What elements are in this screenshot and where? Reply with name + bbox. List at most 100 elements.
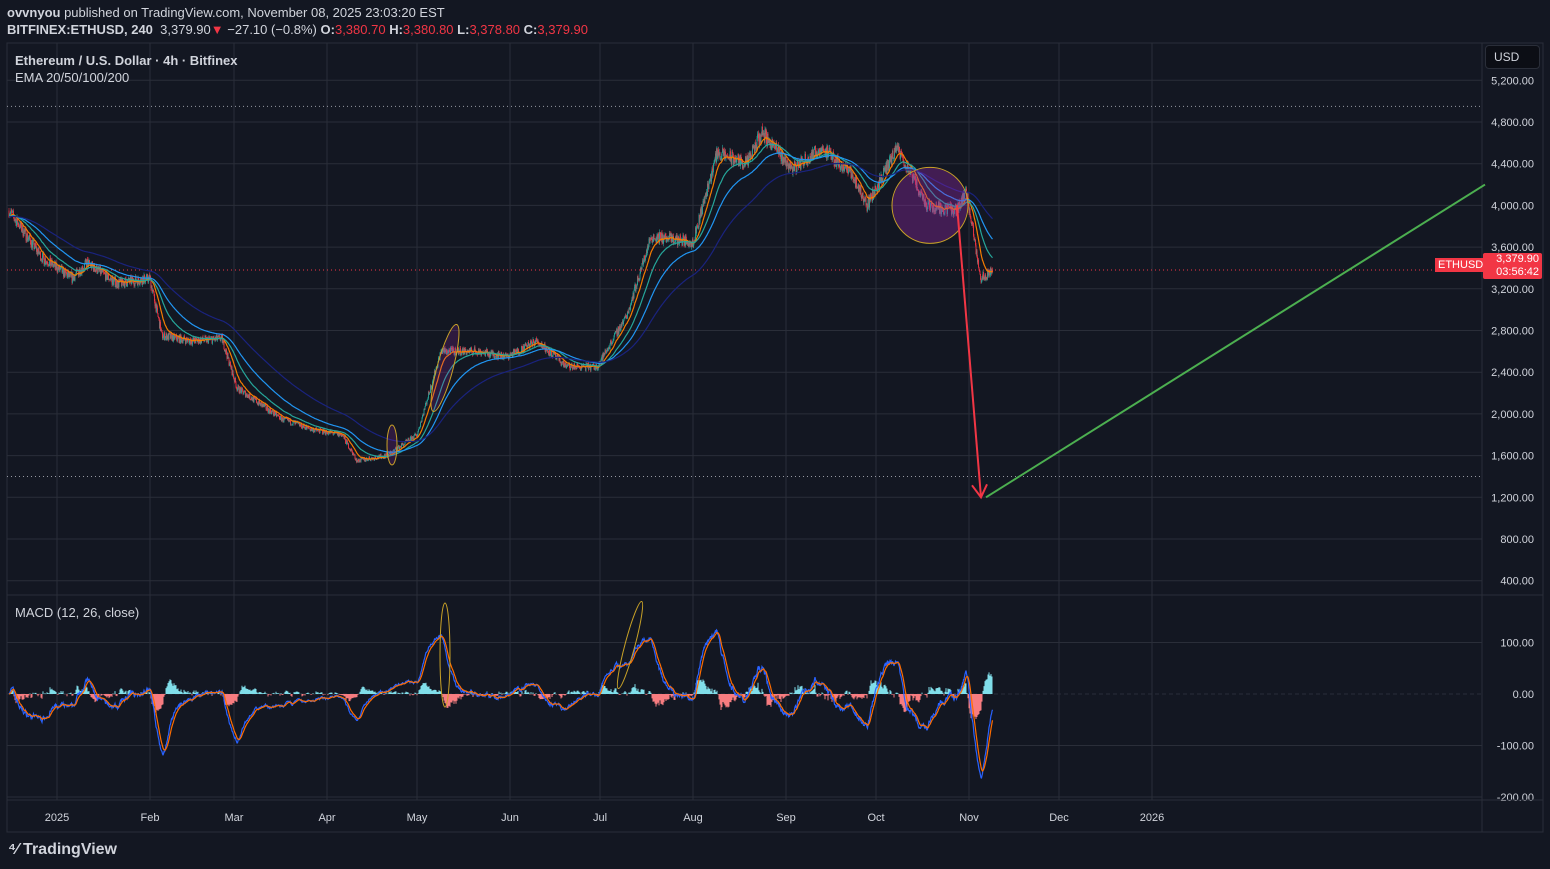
candle-body bbox=[14, 219, 15, 221]
candle-body bbox=[128, 278, 129, 280]
candle-body bbox=[661, 232, 663, 243]
candle-body bbox=[707, 183, 708, 196]
candle-body bbox=[752, 145, 753, 157]
candle-body bbox=[858, 184, 859, 192]
candle-body bbox=[196, 338, 197, 340]
candle-body bbox=[301, 422, 302, 429]
candle-body bbox=[897, 145, 898, 148]
candle-body bbox=[547, 350, 549, 353]
candle-body bbox=[813, 149, 815, 157]
candle-body bbox=[811, 152, 812, 157]
candle-body bbox=[562, 360, 564, 363]
candle-body bbox=[675, 237, 677, 240]
candle-body bbox=[963, 192, 964, 202]
candle-body bbox=[32, 240, 34, 242]
candle-body bbox=[427, 399, 428, 402]
candle-body bbox=[338, 432, 340, 437]
candle-body bbox=[702, 206, 703, 215]
candle-body bbox=[540, 343, 542, 346]
candle-body bbox=[302, 425, 304, 428]
candle-body bbox=[352, 452, 354, 456]
candle-body bbox=[721, 156, 722, 161]
candle-body bbox=[648, 238, 650, 247]
candle-body bbox=[310, 429, 311, 431]
candle-body bbox=[618, 329, 620, 334]
candle-body bbox=[737, 154, 739, 160]
candle-body bbox=[986, 279, 988, 280]
candle-body bbox=[298, 422, 300, 424]
candle-body bbox=[347, 441, 348, 444]
candle-body bbox=[981, 280, 982, 283]
candle-body bbox=[641, 263, 643, 270]
candle-body bbox=[63, 269, 65, 277]
candle-body bbox=[580, 367, 581, 371]
candle-body bbox=[853, 179, 855, 181]
candle-body bbox=[104, 273, 106, 274]
candle-body bbox=[450, 347, 452, 349]
candle-body bbox=[541, 342, 542, 346]
candle-body bbox=[150, 275, 151, 279]
candle-body bbox=[180, 335, 182, 338]
highlight-ellipse bbox=[386, 424, 398, 466]
candle-body bbox=[28, 238, 29, 240]
candle-body bbox=[717, 149, 719, 159]
candle-body bbox=[750, 153, 751, 159]
candle-body bbox=[611, 343, 613, 345]
candle-body bbox=[153, 290, 154, 292]
candle-body bbox=[521, 346, 523, 347]
candle-body bbox=[571, 364, 573, 368]
candle-body bbox=[163, 335, 164, 338]
macd-tick: 0.00 bbox=[1513, 689, 1534, 701]
candle-body bbox=[864, 198, 865, 201]
candle-body bbox=[172, 335, 173, 341]
candle-body bbox=[193, 337, 195, 341]
candle-body bbox=[388, 452, 390, 455]
candle-body bbox=[234, 377, 236, 382]
candle-body bbox=[241, 387, 243, 389]
candle-body bbox=[933, 205, 934, 207]
candle-body bbox=[423, 413, 424, 415]
candle-body bbox=[749, 153, 750, 154]
candle-body bbox=[264, 405, 265, 407]
candle-body bbox=[975, 244, 977, 255]
candle-body bbox=[554, 352, 556, 355]
candle-body bbox=[894, 148, 896, 153]
candle-body bbox=[80, 270, 82, 275]
candle-body bbox=[408, 438, 409, 439]
candle-body bbox=[788, 163, 790, 170]
candle-body bbox=[649, 238, 650, 243]
time-tick: 2025 bbox=[45, 812, 69, 824]
candle-body bbox=[79, 269, 81, 276]
candle-body bbox=[634, 287, 635, 291]
candle-body bbox=[417, 434, 418, 437]
candle-body bbox=[899, 146, 900, 152]
candle-body bbox=[788, 166, 789, 170]
candle-body bbox=[344, 436, 346, 440]
candle-body bbox=[621, 324, 622, 327]
candle-body bbox=[70, 273, 72, 276]
candle-body bbox=[271, 411, 272, 415]
candle-body bbox=[83, 268, 85, 269]
candle-body bbox=[34, 248, 35, 249]
candle-body bbox=[318, 430, 320, 432]
candle-body bbox=[10, 209, 12, 213]
candle-body bbox=[977, 256, 978, 263]
candle-body bbox=[411, 436, 412, 441]
candle-body bbox=[376, 459, 377, 460]
candle-body bbox=[231, 366, 232, 370]
candle-body bbox=[273, 413, 274, 416]
candle-body bbox=[972, 223, 974, 226]
candle-body bbox=[935, 209, 936, 212]
candle-body bbox=[884, 167, 885, 171]
candle-body bbox=[496, 356, 498, 359]
candle-body bbox=[29, 235, 31, 240]
candle-body bbox=[404, 440, 406, 444]
candle-body bbox=[810, 156, 812, 161]
candle-body bbox=[505, 353, 506, 355]
candle-body bbox=[866, 203, 868, 211]
candle-body bbox=[93, 266, 94, 272]
candle-body bbox=[722, 148, 724, 149]
candle-body bbox=[715, 153, 716, 161]
candle-body bbox=[84, 261, 86, 264]
